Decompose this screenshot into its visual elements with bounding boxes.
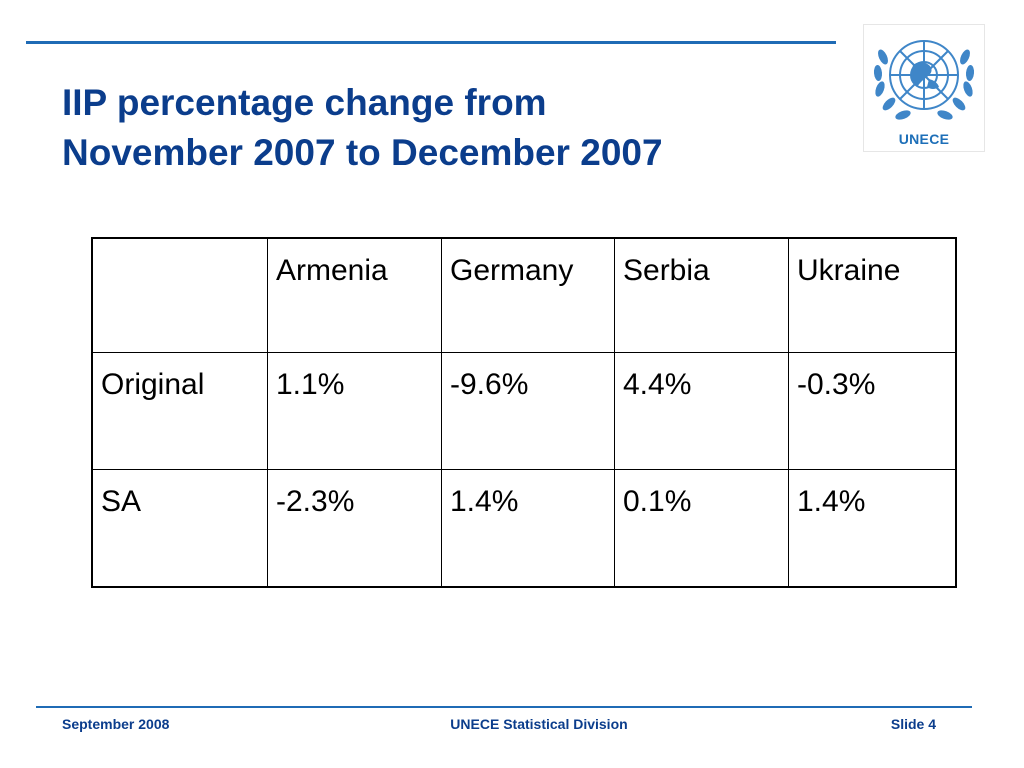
un-emblem-icon — [873, 40, 975, 120]
footer-date: September 2008 — [62, 716, 170, 732]
row-label: Original — [91, 352, 268, 470]
header-cell-empty — [91, 237, 268, 353]
footer-organization: UNECE Statistical Division — [450, 716, 628, 732]
table-row: Original 1.1% -9.6% 4.4% -0.3% — [91, 352, 957, 470]
row-label: SA — [91, 469, 268, 588]
bottom-divider — [36, 706, 972, 708]
header-cell-ukraine: Ukraine — [788, 237, 957, 353]
top-divider — [26, 41, 836, 44]
table-cell: -0.3% — [788, 352, 957, 470]
table-cell: -2.3% — [267, 469, 442, 588]
table-cell: 1.4% — [788, 469, 957, 588]
table-cell: 0.1% — [614, 469, 789, 588]
table-header-row: Armenia Germany Serbia Ukraine — [91, 237, 957, 353]
table-cell: -9.6% — [441, 352, 615, 470]
footer-slide-number: Slide 4 — [890, 716, 936, 732]
header-cell-germany: Germany — [441, 237, 615, 353]
title-line-2: November 2007 to December 2007 — [62, 132, 663, 173]
logo-text: UNECE — [898, 131, 950, 147]
table-row: SA -2.3% 1.4% 0.1% 1.4% — [91, 469, 957, 588]
table-cell: 1.4% — [441, 469, 615, 588]
header-cell-armenia: Armenia — [267, 237, 442, 353]
title-line-1: IIP percentage change from — [62, 82, 547, 123]
slide-title: IIP percentage change from November 2007… — [62, 78, 832, 178]
table-cell: 4.4% — [614, 352, 789, 470]
table-cell: 1.1% — [267, 352, 442, 470]
unece-logo: UNECE — [863, 24, 985, 152]
iip-table: Armenia Germany Serbia Ukraine Original … — [91, 237, 957, 588]
header-cell-serbia: Serbia — [614, 237, 789, 353]
